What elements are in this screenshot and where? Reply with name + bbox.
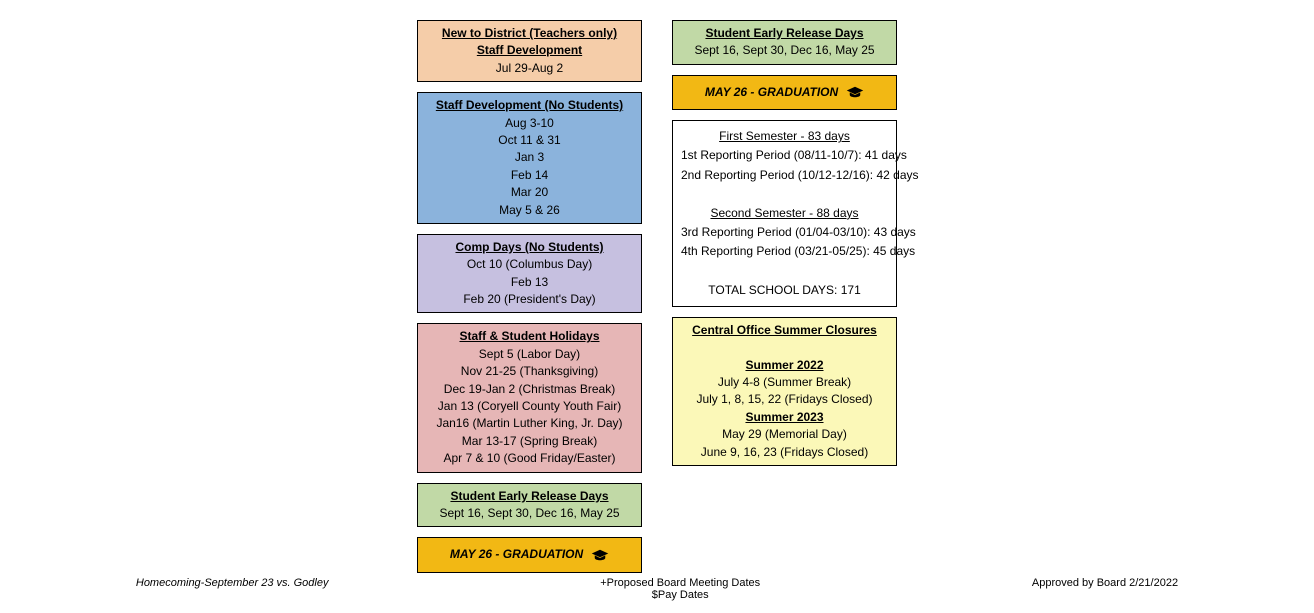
reporting-period-1: 1st Reporting Period (08/11-10/7): 41 da… xyxy=(681,146,888,165)
early-release-title-r: Student Early Release Days xyxy=(679,25,890,42)
early-release-dates-r: Sept 16, Sept 30, Dec 16, May 25 xyxy=(679,42,890,59)
reporting-period-4: 4th Reporting Period (03/21-05/25): 45 d… xyxy=(681,242,888,261)
graduation-box-left: MAY 26 - GRADUATION xyxy=(417,537,642,572)
approved-note: Approved by Board 2/21/2022 xyxy=(1032,577,1178,601)
reporting-period-2: 2nd Reporting Period (10/12-12/16): 42 d… xyxy=(681,166,888,185)
holidays-line: Jan16 (Martin Luther King, Jr. Day) xyxy=(424,415,635,432)
graduation-cap-icon xyxy=(591,548,609,562)
holidays-box: Staff & Student Holidays Sept 5 (Labor D… xyxy=(417,323,642,472)
summer-closures-box: Central Office Summer Closures Summer 20… xyxy=(672,317,897,466)
staff-dev-line: Oct 11 & 31 xyxy=(424,132,635,149)
footer: Homecoming-September 23 vs. Godley +Prop… xyxy=(0,577,1314,601)
early-release-dates: Sept 16, Sept 30, Dec 16, May 25 xyxy=(424,505,635,522)
early-release-title: Student Early Release Days xyxy=(424,488,635,505)
holidays-line: Jan 13 (Coryell County Youth Fair) xyxy=(424,398,635,415)
right-column: Student Early Release Days Sept 16, Sept… xyxy=(672,20,897,573)
comp-days-line: Feb 13 xyxy=(424,274,635,291)
new-district-title2: Staff Development xyxy=(424,42,635,59)
left-column: New to District (Teachers only) Staff De… xyxy=(417,20,642,573)
staff-dev-line: May 5 & 26 xyxy=(424,202,635,219)
staff-dev-box: Staff Development (No Students) Aug 3-10… xyxy=(417,92,642,224)
comp-days-line: Oct 10 (Columbus Day) xyxy=(424,256,635,273)
new-district-title1: New to District (Teachers only) xyxy=(424,25,635,42)
second-semester-head: Second Semester - 88 days xyxy=(681,204,888,223)
staff-dev-title: Staff Development (No Students) xyxy=(424,97,635,114)
staff-dev-line: Feb 14 xyxy=(424,167,635,184)
summer-2023-a: May 29 (Memorial Day) xyxy=(679,426,890,443)
graduation-text-r: MAY 26 - GRADUATION xyxy=(705,84,838,101)
footer-mid: +Proposed Board Meeting Dates $Pay Dates xyxy=(600,577,760,601)
early-release-box-left: Student Early Release Days Sept 16, Sept… xyxy=(417,483,642,528)
pay-dates-note: $Pay Dates xyxy=(600,589,760,601)
summer-2022-b: July 1, 8, 15, 22 (Fridays Closed) xyxy=(679,391,890,408)
homecoming-note: Homecoming-September 23 vs. Godley xyxy=(136,577,329,601)
board-dates-note: +Proposed Board Meeting Dates xyxy=(600,577,760,589)
comp-days-title: Comp Days (No Students) xyxy=(424,239,635,256)
holidays-line: Sept 5 (Labor Day) xyxy=(424,346,635,363)
new-district-box: New to District (Teachers only) Staff De… xyxy=(417,20,642,82)
closures-title: Central Office Summer Closures xyxy=(679,322,890,339)
total-school-days: TOTAL SCHOOL DAYS: 171 xyxy=(681,281,888,300)
graduation-text: MAY 26 - GRADUATION xyxy=(450,546,583,563)
early-release-box-right: Student Early Release Days Sept 16, Sept… xyxy=(672,20,897,65)
holidays-line: Mar 13-17 (Spring Break) xyxy=(424,433,635,450)
holidays-line: Nov 21-25 (Thanksgiving) xyxy=(424,363,635,380)
reporting-period-3: 3rd Reporting Period (01/04-03/10): 43 d… xyxy=(681,223,888,242)
comp-days-box: Comp Days (No Students) Oct 10 (Columbus… xyxy=(417,234,642,314)
summer-2023-head: Summer 2023 xyxy=(679,409,890,426)
graduation-cap-icon xyxy=(846,85,864,99)
summer-2023-b: June 9, 16, 23 (Fridays Closed) xyxy=(679,444,890,461)
summer-2022-head: Summer 2022 xyxy=(679,357,890,374)
staff-dev-line: Jan 3 xyxy=(424,149,635,166)
semester-box: First Semester - 83 days 1st Reporting P… xyxy=(672,120,897,307)
comp-days-line: Feb 20 (President's Day) xyxy=(424,291,635,308)
staff-dev-line: Aug 3-10 xyxy=(424,115,635,132)
holidays-line: Apr 7 & 10 (Good Friday/Easter) xyxy=(424,450,635,467)
first-semester-head: First Semester - 83 days xyxy=(681,127,888,146)
holidays-title: Staff & Student Holidays xyxy=(424,328,635,345)
graduation-box-right: MAY 26 - GRADUATION xyxy=(672,75,897,110)
calendar-legend-container: New to District (Teachers only) Staff De… xyxy=(0,0,1314,573)
staff-dev-line: Mar 20 xyxy=(424,184,635,201)
holidays-line: Dec 19-Jan 2 (Christmas Break) xyxy=(424,381,635,398)
new-district-dates: Jul 29-Aug 2 xyxy=(424,60,635,77)
summer-2022-a: July 4-8 (Summer Break) xyxy=(679,374,890,391)
